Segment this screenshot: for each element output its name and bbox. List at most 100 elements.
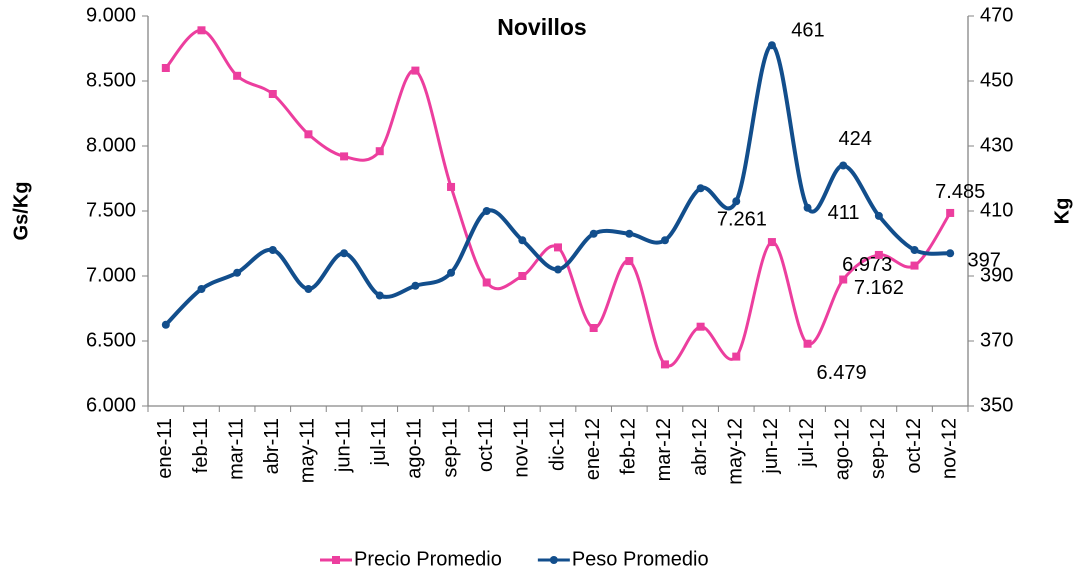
marker: [375, 291, 384, 300]
data-label: 461: [791, 20, 824, 42]
data-label: 6.973: [842, 254, 892, 276]
y2-tick-label: 350: [980, 394, 1013, 416]
y2-axis-label: Kg: [1051, 198, 1073, 225]
marker: [554, 243, 562, 252]
series-line: [164, 28, 952, 368]
marker: [411, 66, 420, 75]
marker: [447, 268, 456, 277]
data-label: 424: [839, 128, 872, 150]
x-tick-label: abr-12: [689, 418, 711, 476]
marker: [803, 203, 812, 212]
marker: [660, 360, 669, 369]
marker: [304, 285, 313, 293]
x-tick-label: oct-12: [903, 418, 925, 474]
marker: [482, 207, 491, 215]
marker: [447, 182, 456, 191]
marker: [767, 238, 776, 247]
x-tick-label: mar-12: [653, 418, 675, 481]
x-tick-label: sep-11: [439, 418, 461, 478]
y-tick-label: 7.000: [86, 264, 136, 286]
x-tick-label: jun-12: [760, 418, 782, 475]
x-tick-label: ene-12: [582, 418, 604, 480]
marker: [910, 246, 919, 254]
marker: [589, 324, 598, 332]
data-label: 7.485: [935, 181, 985, 203]
marker: [660, 236, 669, 245]
data-label: 397: [967, 250, 1000, 272]
marker: [732, 197, 741, 206]
x-tick-label: ene-11: [154, 418, 176, 479]
marker: [233, 268, 242, 277]
marker: [197, 285, 206, 293]
marker: [946, 208, 955, 217]
y2-tick-label: 450: [980, 69, 1013, 91]
marker: [696, 322, 705, 331]
legend-label: Precio Promedio: [354, 548, 502, 570]
marker: [518, 236, 527, 245]
legend-marker: [332, 556, 340, 564]
marker: [554, 265, 562, 274]
x-tick-label: nov-12: [938, 418, 960, 479]
marker: [197, 26, 206, 35]
y-tick-label: 6.500: [86, 329, 136, 351]
marker: [161, 64, 170, 72]
chart-title: Novillos: [497, 14, 586, 40]
x-tick-label: may-11: [297, 418, 319, 483]
x-tick-label: jul-12: [796, 418, 818, 468]
y-tick-label: 8.500: [86, 69, 136, 91]
y2-tick-label: 410: [980, 199, 1013, 221]
marker: [375, 147, 384, 156]
marker: [161, 320, 170, 329]
data-label: 7.162: [854, 277, 904, 299]
x-tick-label: jul-11: [368, 418, 390, 466]
y-tick-label: 8.000: [86, 134, 136, 156]
series-line: [164, 43, 951, 327]
marker: [839, 161, 848, 170]
y2-tick-label: 430: [980, 134, 1013, 156]
marker: [589, 229, 598, 238]
marker: [340, 152, 349, 161]
marker: [625, 229, 634, 238]
marker: [910, 261, 919, 270]
x-tick-label: nov-11: [511, 418, 533, 478]
marker: [233, 71, 242, 80]
marker: [839, 275, 848, 284]
y-tick-label: 7.500: [86, 199, 136, 221]
x-tick-label: dic-11: [546, 418, 568, 471]
x-tick-label: ago-11: [404, 418, 426, 479]
legend-label: Peso Promedio: [572, 548, 709, 570]
y2-tick-label: 390: [980, 264, 1013, 286]
x-tick-label: ago-12: [831, 418, 853, 480]
x-tick-label: may-12: [725, 418, 747, 485]
marker: [874, 250, 883, 259]
x-tick-label: sep-12: [867, 418, 889, 479]
data-label: 7.261: [717, 208, 767, 230]
x-tick-label: abr-11: [261, 418, 283, 474]
marker: [803, 339, 812, 348]
y-axis-label: Gs/Kg: [10, 182, 32, 241]
marker: [411, 281, 420, 290]
data-label: 411: [828, 202, 860, 224]
marker: [482, 278, 491, 287]
x-tick-label: feb-12: [618, 418, 640, 475]
y-tick-label: 9.000: [86, 4, 136, 26]
marker: [625, 257, 634, 266]
marker: [767, 41, 776, 50]
marker: [732, 352, 741, 361]
x-tick-label: mar-11: [225, 418, 247, 480]
x-tick-label: oct-11: [475, 418, 497, 472]
marker: [340, 249, 349, 258]
y-tick-label: 6.000: [86, 394, 136, 416]
marker: [268, 90, 277, 98]
marker: [696, 184, 705, 193]
data-label: 6.479: [817, 362, 867, 384]
y2-tick-label: 470: [980, 4, 1013, 26]
marker: [874, 211, 883, 220]
marker: [946, 249, 955, 258]
x-tick-label: jun-11: [332, 418, 354, 473]
x-tick-label: feb-11: [190, 418, 212, 473]
marker: [304, 130, 313, 139]
y2-tick-label: 370: [980, 329, 1013, 351]
legend-marker: [549, 556, 558, 564]
